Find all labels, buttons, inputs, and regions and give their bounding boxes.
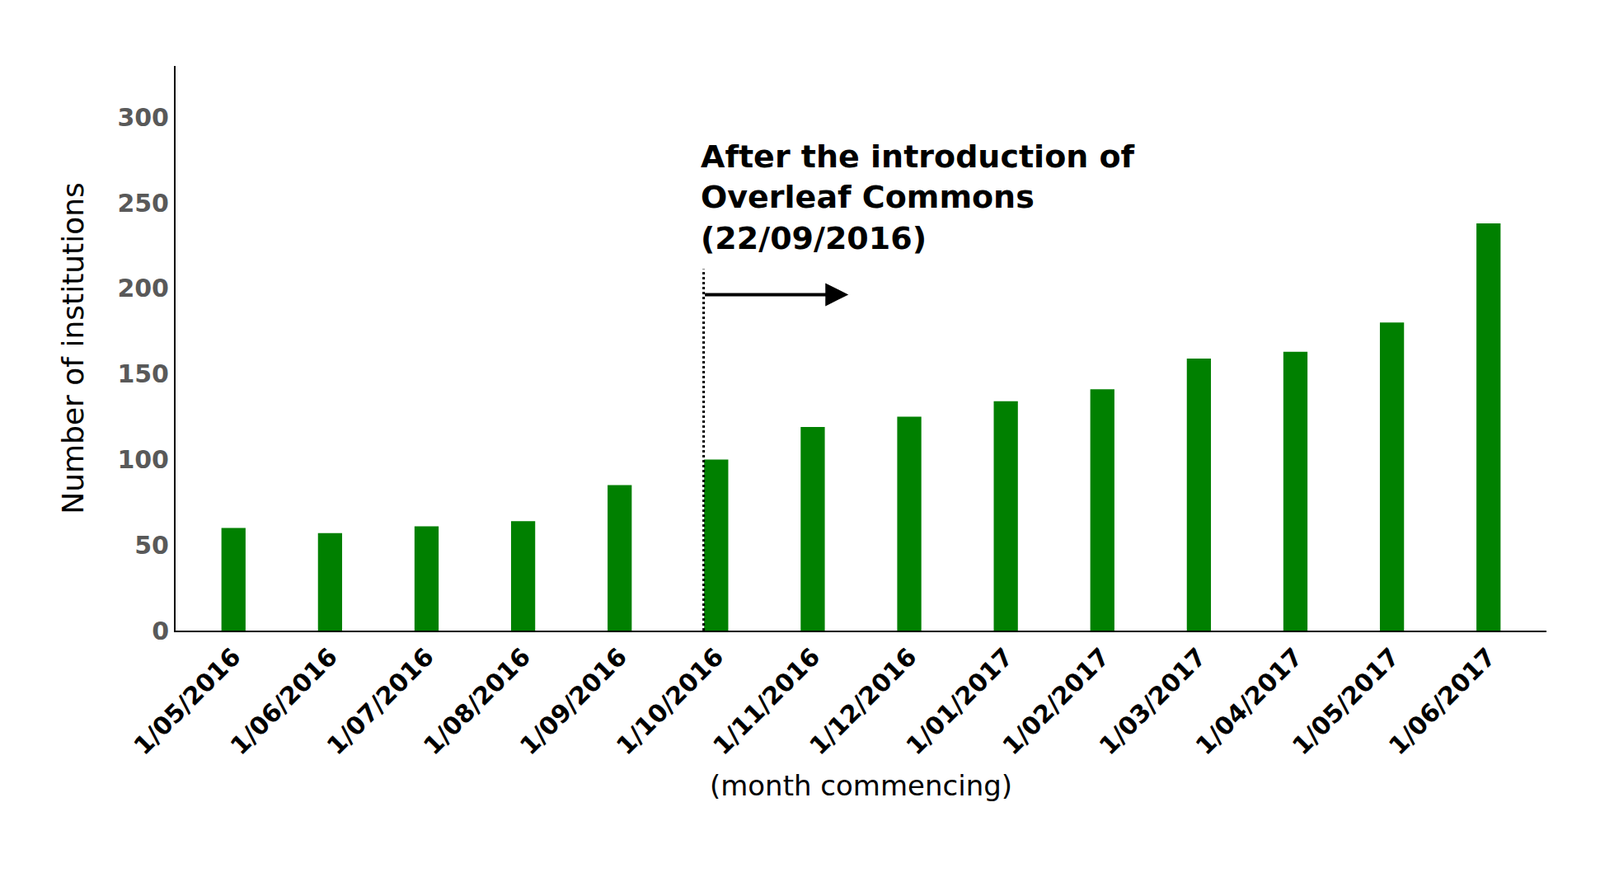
svg-text:After the introduction ofOverl: After the introduction ofOverleaf Common… [700,138,1136,257]
svg-text:300: 300 [117,103,169,132]
svg-text:1/11/2016: 1/11/2016 [707,642,826,761]
svg-text:50: 50 [134,530,169,560]
svg-text:0: 0 [151,616,169,646]
svg-text:(month commencing): (month commencing) [709,769,1013,803]
svg-text:1/07/2016: 1/07/2016 [320,642,440,761]
svg-text:1/04/2017: 1/04/2017 [1189,642,1309,761]
svg-text:1/09/2016: 1/09/2016 [514,642,634,761]
svg-text:250: 250 [117,188,169,218]
svg-text:200: 200 [117,273,169,303]
svg-text:1/03/2017: 1/03/2017 [1093,642,1212,761]
svg-text:1/05/2017: 1/05/2017 [1286,642,1406,761]
svg-text:1/12/2016: 1/12/2016 [803,642,923,761]
svg-text:150: 150 [117,359,169,389]
svg-text:Number of institutions: Number of institutions [56,182,90,515]
svg-text:1/06/2016: 1/06/2016 [224,642,343,761]
svg-text:1/10/2016: 1/10/2016 [610,642,730,761]
svg-text:1/06/2017: 1/06/2017 [1383,642,1502,761]
svg-text:100: 100 [117,445,169,474]
svg-text:1/08/2016: 1/08/2016 [417,642,537,761]
svg-text:1/02/2017: 1/02/2017 [996,642,1116,761]
svg-text:1/05/2016: 1/05/2016 [127,642,247,761]
svg-text:1/01/2017: 1/01/2017 [900,642,1019,761]
